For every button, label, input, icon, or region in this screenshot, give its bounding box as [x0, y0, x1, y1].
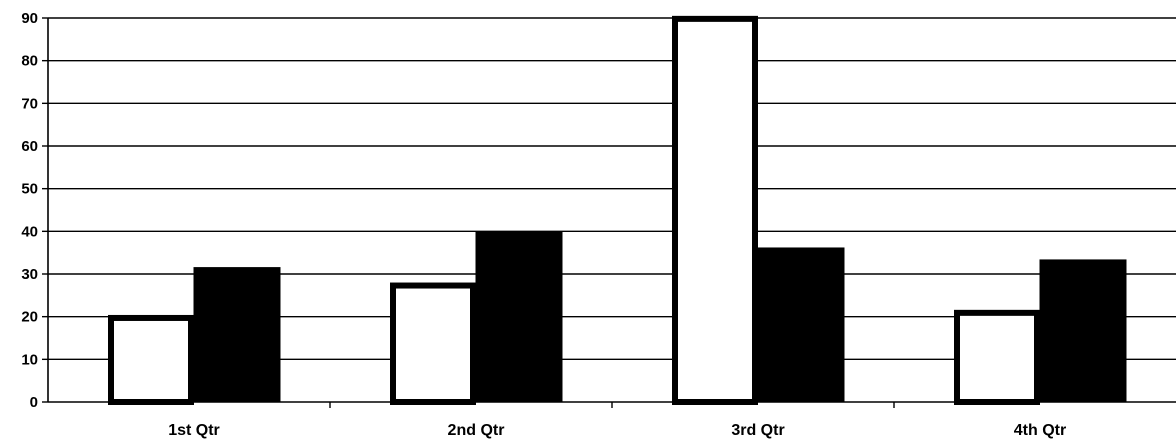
bar-series-2: [1039, 259, 1127, 403]
y-tick-label: 70: [21, 95, 38, 112]
bar-series-1: [954, 309, 1040, 405]
bar-series-2: [193, 267, 281, 403]
y-tick-label: 50: [21, 181, 38, 198]
axes: [42, 17, 1176, 408]
x-tick-label: 3rd Qtr: [731, 422, 784, 439]
x-tick-labels: 1st Qtr 2nd Qtr 3rd Qtr 4th Qtr: [168, 422, 1066, 439]
y-tick-labels: 0 10 20 30 40 50 60 70 80 90: [21, 10, 38, 411]
y-tick-label: 20: [21, 309, 38, 326]
x-tick-label: 4th Qtr: [1014, 422, 1066, 439]
y-tick-label: 0: [30, 394, 38, 411]
x-tick-label: 2nd Qtr: [448, 422, 505, 439]
bar-series-1: [108, 314, 194, 405]
x-tick-label: 1st Qtr: [168, 422, 220, 439]
bar-series-1: [672, 15, 758, 405]
bar-series-1: [390, 282, 476, 405]
y-tick-label: 40: [21, 223, 38, 240]
bar-series-2: [475, 231, 563, 403]
bar-series-2: [757, 247, 845, 403]
y-tick-label: 90: [21, 10, 38, 27]
y-tick-label: 60: [21, 138, 38, 155]
y-tick-label: 80: [21, 53, 38, 70]
y-tick-label: 30: [21, 266, 38, 283]
y-tick-label: 10: [21, 351, 38, 368]
bars: [108, 15, 1127, 405]
